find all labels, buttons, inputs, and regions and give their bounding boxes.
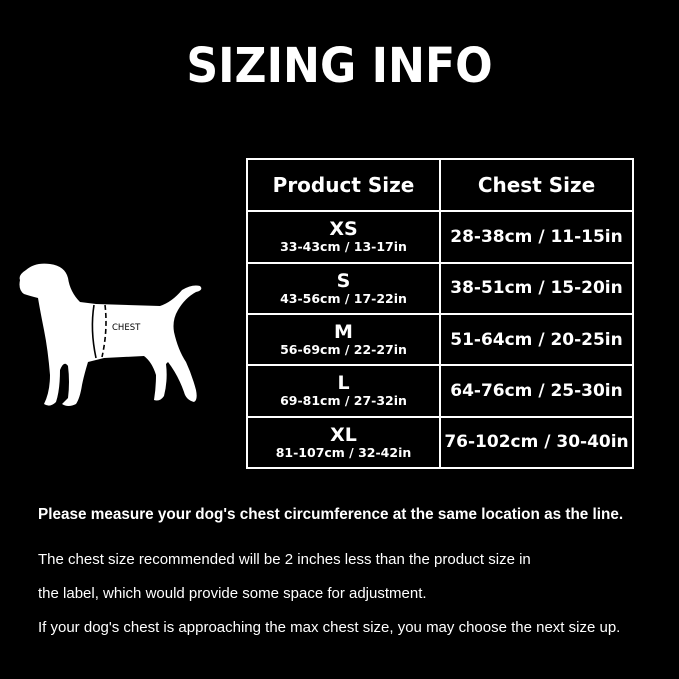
dog-silhouette-icon: CHEST xyxy=(19,263,202,406)
product-range: 33-43cm / 13-17in xyxy=(280,239,407,255)
note-line-2: the label, which would provide some spac… xyxy=(38,585,427,602)
chest-label: CHEST xyxy=(112,323,141,333)
size-label: M xyxy=(334,321,353,344)
table-row: XL 81-107cm / 32-42in 76-102cm / 30-40in xyxy=(246,415,634,470)
header-chest-size: Chest Size xyxy=(439,157,634,213)
product-range: 56-69cm / 22-27in xyxy=(280,342,407,358)
table-row: M 56-69cm / 22-27in 51-64cm / 20-25in xyxy=(246,312,634,367)
chest-range: 51-64cm / 20-25in xyxy=(439,312,634,367)
size-label: S xyxy=(336,269,351,292)
measure-instruction: Please measure your dog's chest circumfe… xyxy=(38,506,624,523)
chest-range: 38-51cm / 15-20in xyxy=(439,261,634,315)
chest-range: 28-38cm / 11-15in xyxy=(439,210,634,264)
chest-range: 64-76cm / 25-30in xyxy=(439,364,634,418)
size-table: Product Size Chest Size XS 33-43cm / 13-1… xyxy=(246,157,634,470)
size-label: L xyxy=(337,372,350,395)
table-row: L 69-81cm / 27-32in 64-76cm / 25-30in xyxy=(246,364,634,418)
size-label: XL xyxy=(330,423,357,446)
product-range: 43-56cm / 17-22in xyxy=(280,290,407,306)
table-row: XS 33-43cm / 13-17in 28-38cm / 11-15in xyxy=(246,210,634,264)
note-line-1: The chest size recommended will be 2 inc… xyxy=(38,551,531,568)
note-line-3: If your dog's chest is approaching the m… xyxy=(38,619,621,636)
page-title: SIZING INFO xyxy=(186,38,493,94)
product-range: 81-107cm / 32-42in xyxy=(275,444,412,460)
product-range: 69-81cm / 27-32in xyxy=(280,393,407,409)
size-label: XS xyxy=(329,218,358,241)
chest-range: 76-102cm / 30-40in xyxy=(439,415,634,470)
table-header-row: Product Size Chest Size xyxy=(246,157,634,213)
table-row: S 43-56cm / 17-22in 38-51cm / 15-20in xyxy=(246,261,634,315)
header-product-size: Product Size xyxy=(246,157,441,213)
